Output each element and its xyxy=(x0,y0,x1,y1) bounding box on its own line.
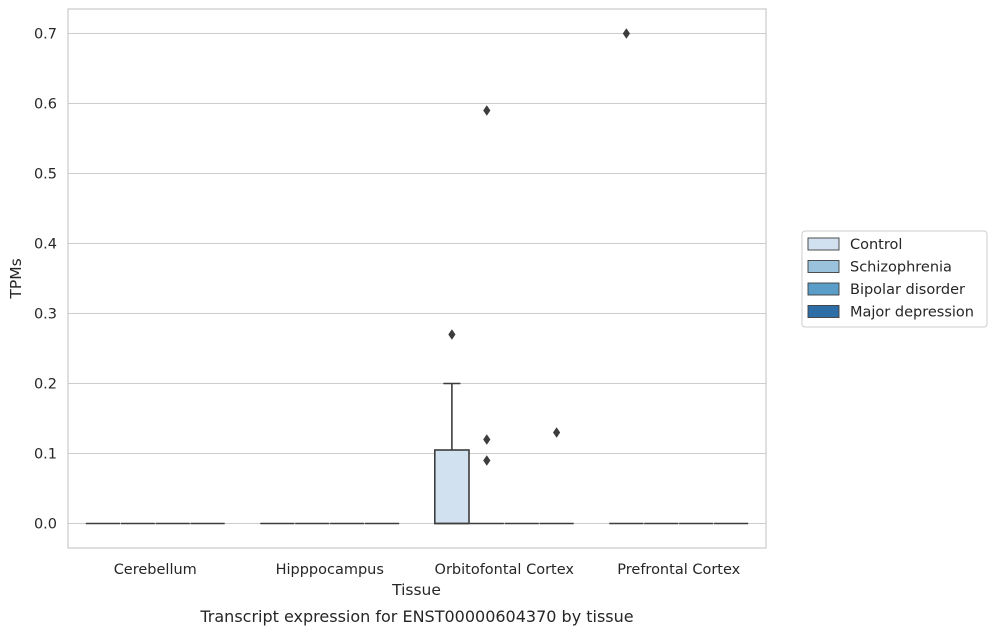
legend-swatch xyxy=(807,260,840,273)
legend-swatch xyxy=(807,237,840,251)
y-tick-label: 0.7 xyxy=(34,27,57,43)
legend-label: Major depression xyxy=(850,305,974,321)
box-body xyxy=(433,449,470,525)
chart-caption: Transcript expression for ENST0000060437… xyxy=(199,607,633,626)
legend-items: Control Schizophrenia Bipolar disorder Majo… xyxy=(807,237,974,321)
outlier-point xyxy=(622,28,630,39)
x-axis-label: Tissue xyxy=(391,581,441,599)
x-tick-label: Prefrontal Cortex xyxy=(617,562,740,578)
boxes xyxy=(85,382,749,525)
legend-frame xyxy=(801,230,988,328)
legend: Control Schizophrenia Bipolar disorder Majo… xyxy=(801,230,988,328)
y-tick-label: 0.4 xyxy=(34,237,57,253)
gridlines xyxy=(68,32,766,525)
x-tick-labels: Cerebellum Hipppocampus Orbitofontal Corte… xyxy=(114,562,741,578)
outlier-point xyxy=(448,329,456,340)
legend-label: Schizophrenia xyxy=(850,260,952,276)
y-tick-label: 0.6 xyxy=(34,97,57,113)
outlier-point xyxy=(483,455,491,466)
y-axis-label: TPMs xyxy=(7,258,25,299)
outlier-point xyxy=(483,105,491,116)
y-tick-label: 0.0 xyxy=(34,517,57,533)
legend-swatch xyxy=(807,282,840,296)
x-tick-label: Orbitofontal Cortex xyxy=(435,562,575,578)
outlier-point xyxy=(553,427,561,438)
legend-label: Control xyxy=(850,237,902,253)
legend-label: Bipolar disorder xyxy=(850,282,965,298)
x-tick-label: Hipppocampus xyxy=(276,562,384,578)
y-tick-label: 0.3 xyxy=(34,307,57,323)
legend-swatch xyxy=(807,305,840,318)
y-tick-label: 0.1 xyxy=(34,447,57,463)
y-tick-labels: 0.0 0.1 0.2 0.3 0.4 0.5 0.6 0.7 xyxy=(34,27,57,533)
y-tick-label: 0.2 xyxy=(34,377,57,393)
outlier-point xyxy=(483,434,491,445)
outliers xyxy=(448,28,630,466)
x-tick-label: Cerebellum xyxy=(114,562,197,578)
plot-frame xyxy=(67,8,767,549)
box-control xyxy=(433,382,470,525)
y-tick-label: 0.5 xyxy=(34,167,57,183)
